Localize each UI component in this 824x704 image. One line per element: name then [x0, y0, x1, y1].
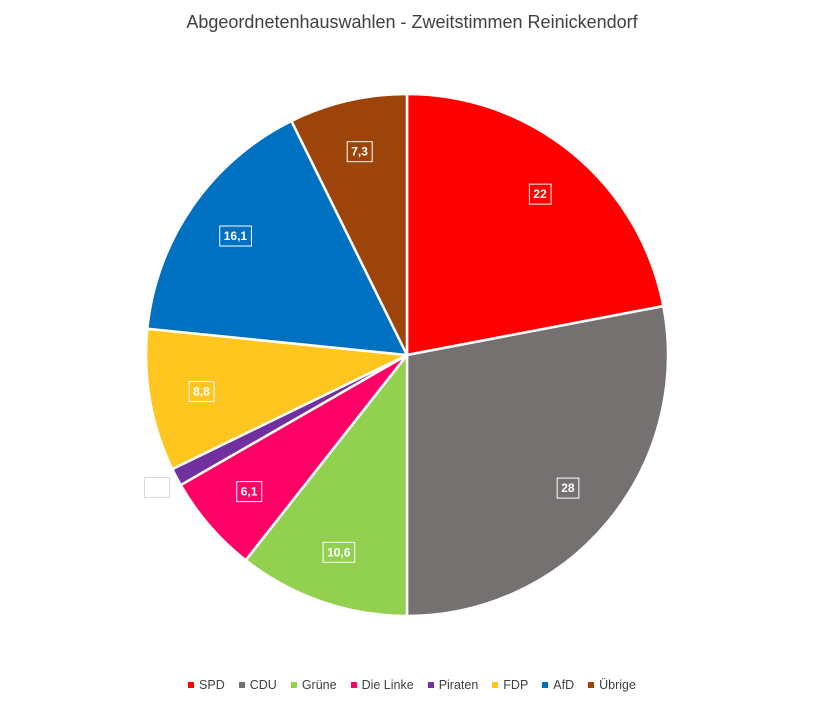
legend-swatch: [188, 682, 195, 688]
data-label-group: 6,1: [236, 481, 263, 503]
data-label-box: [346, 141, 373, 163]
data-label-box: [144, 476, 171, 498]
legend-swatch: [492, 682, 499, 688]
legend-swatch: [427, 682, 434, 688]
data-label: 16,1: [224, 229, 248, 243]
data-label-group: 16,1: [219, 225, 252, 247]
data-label-group: 7,3: [346, 141, 373, 163]
legend-item: Übrige: [588, 678, 636, 692]
data-label: 8,8: [193, 385, 210, 399]
legend-label: Die Linke: [361, 678, 414, 692]
data-label: 28: [561, 481, 575, 495]
pie-slice-grüne: [243, 351, 409, 618]
data-label-group: 8,8: [188, 381, 215, 403]
legend-item: Piraten: [427, 678, 479, 692]
pie-slice-afd: [145, 119, 410, 357]
data-label-group: 10,6: [322, 541, 356, 563]
data-label: 1,1: [149, 480, 166, 494]
legend-label: SPD: [199, 678, 225, 692]
data-label-group: 28: [556, 477, 580, 499]
legend-label: Piraten: [438, 678, 479, 692]
pie-slice-übrige: [289, 92, 409, 356]
data-label-box: [236, 481, 263, 503]
legend-item: CDU: [238, 678, 277, 692]
data-label-box: [528, 183, 552, 205]
data-label-group: 22: [528, 183, 552, 205]
legend-swatch: [588, 682, 595, 688]
data-label-group: 1,1: [144, 476, 171, 498]
pie-slice-fdp: [144, 327, 412, 471]
data-label-box: [188, 381, 215, 403]
legend-swatch: [350, 682, 357, 688]
legend-label: CDU: [249, 678, 277, 692]
legend-item: Grüne: [290, 678, 337, 692]
legend-swatch: [238, 682, 245, 688]
chart-title: Abgeordnetenhauswahlen - Zweitstimmen Re…: [186, 12, 638, 32]
data-label: 6,1: [241, 485, 258, 499]
legend-item: SPD: [188, 678, 225, 692]
data-label: 7,3: [351, 145, 368, 159]
chart-legend: SPD CDU Grüne Die Linke Piraten FDP AfD Übrige: [0, 678, 824, 692]
data-label-box: [556, 477, 580, 499]
legend-label: Übrige: [599, 678, 636, 692]
legend-label: Grüne: [301, 678, 337, 692]
legend-item: FDP: [492, 678, 528, 692]
pie-slice-cdu: [405, 304, 670, 618]
data-label: 10,6: [327, 545, 351, 559]
data-label: 22: [533, 187, 547, 201]
pie-slice-spd: [405, 92, 665, 357]
legend-label: AfD: [553, 678, 575, 692]
legend-swatch: [542, 682, 549, 688]
legend-swatch: [290, 682, 297, 688]
legend-item: Die Linke: [350, 678, 414, 692]
data-label-box: [219, 225, 252, 247]
legend-item: AfD: [542, 678, 574, 692]
legend-label: FDP: [503, 678, 529, 692]
data-label-box: [322, 541, 356, 563]
